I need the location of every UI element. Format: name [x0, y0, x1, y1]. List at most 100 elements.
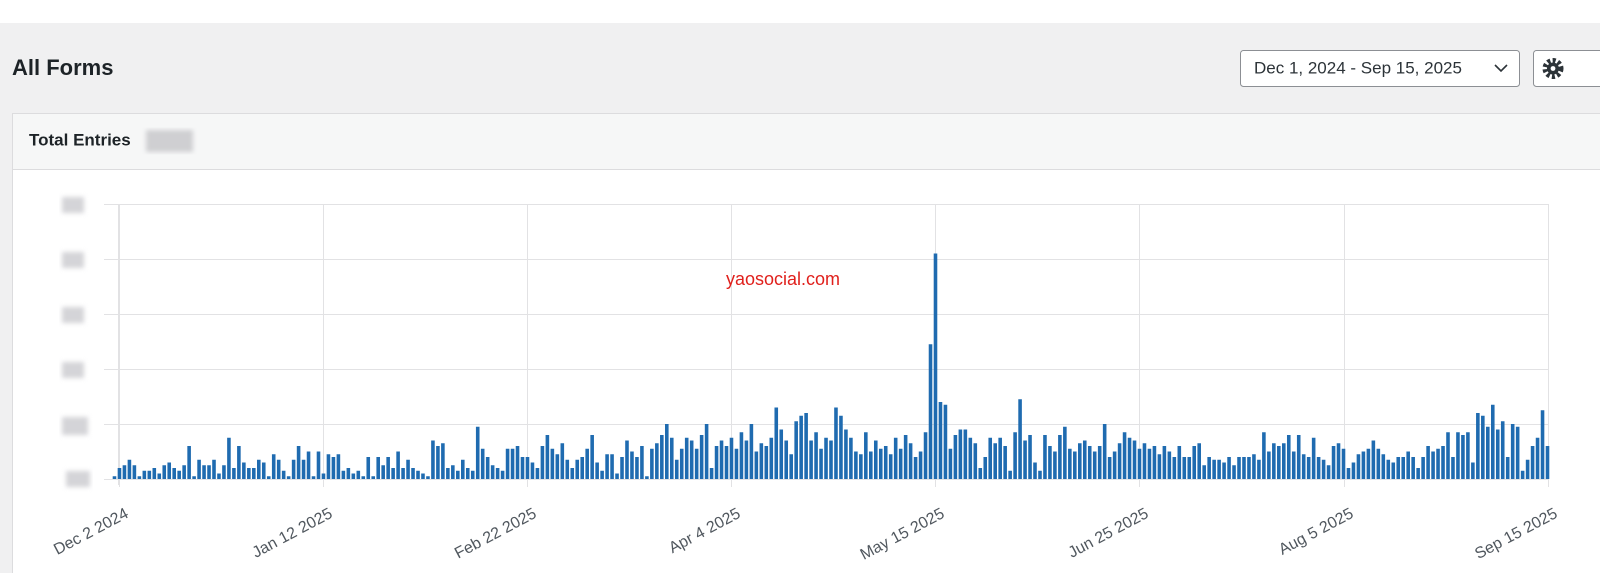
bar [1296, 435, 1301, 479]
bar [719, 440, 724, 479]
settings-button[interactable] [1533, 50, 1600, 87]
bar [112, 476, 117, 479]
card-header [13, 114, 1600, 169]
bar [182, 465, 186, 479]
bar [620, 457, 624, 479]
bar [515, 446, 520, 479]
bar [1222, 462, 1226, 479]
date-range-picker[interactable]: Dec 1, 2024 - Sep 15, 2025 [1240, 50, 1520, 87]
bar [401, 468, 405, 479]
bar [1112, 451, 1117, 479]
blurred-label [62, 362, 84, 378]
bar [361, 476, 366, 479]
bar [560, 443, 565, 479]
bar [694, 448, 699, 479]
bar [391, 468, 395, 479]
bar [1023, 440, 1027, 479]
bar [505, 448, 510, 479]
bar [595, 462, 599, 479]
bar [1117, 443, 1122, 479]
bar [1127, 437, 1132, 479]
bar [311, 476, 316, 479]
bar [266, 476, 271, 479]
bar [1331, 446, 1336, 479]
bar [416, 470, 420, 479]
bar [669, 437, 674, 479]
bar [650, 448, 654, 479]
bar [704, 424, 709, 479]
bar [1520, 470, 1525, 479]
bar [147, 470, 152, 479]
bar [1237, 457, 1241, 479]
bar [1346, 468, 1351, 479]
bar [1038, 470, 1042, 479]
bar [540, 446, 545, 479]
bar [928, 344, 933, 479]
bar [227, 437, 231, 479]
bar [1411, 457, 1415, 479]
bar [1272, 443, 1276, 479]
date-range-box[interactable] [1240, 50, 1520, 87]
bar [1311, 437, 1316, 479]
settings-box[interactable] [1533, 50, 1600, 87]
bar [356, 470, 361, 479]
bar [948, 448, 953, 479]
gear-teeth[interactable] [1542, 58, 1564, 79]
bar [296, 446, 301, 479]
bar [908, 443, 913, 479]
bar [988, 437, 993, 479]
bar [1162, 446, 1167, 479]
bar [809, 440, 813, 479]
date-range-text[interactable]: Dec 1, 2024 - Sep 15, 2025 [1254, 58, 1462, 77]
bar [1515, 426, 1520, 479]
bar [1073, 451, 1077, 479]
bar [451, 465, 455, 479]
bar [1142, 443, 1147, 479]
bar [1157, 454, 1162, 479]
bar [600, 470, 604, 479]
bar [456, 470, 460, 479]
bar [1441, 446, 1445, 479]
bar [1490, 404, 1495, 479]
bar [1461, 435, 1465, 479]
bar [993, 443, 997, 479]
bar [1540, 410, 1545, 479]
bar [684, 437, 689, 479]
blurred-label [66, 471, 90, 487]
bar [774, 407, 779, 479]
bar [341, 470, 346, 479]
page-title: All Forms [12, 55, 113, 80]
bar [1416, 468, 1420, 479]
bar [1326, 465, 1331, 479]
watermark: yaosocial.com [726, 269, 840, 289]
bar [1282, 443, 1286, 479]
bar [127, 459, 132, 479]
chevron-icon[interactable] [1494, 64, 1508, 73]
blurred-label [62, 307, 84, 323]
bar [1058, 435, 1062, 479]
bar [306, 451, 311, 479]
bar [545, 435, 550, 479]
bar [789, 454, 793, 479]
bar [1043, 435, 1047, 479]
bar [281, 470, 286, 479]
bar [510, 448, 515, 479]
blurred-label [62, 197, 84, 213]
bar [1495, 429, 1500, 479]
bar [1525, 459, 1530, 479]
bar [1486, 426, 1490, 479]
bar [938, 402, 943, 479]
bar [953, 435, 958, 479]
bar [217, 473, 221, 479]
bar [903, 435, 908, 479]
bar [152, 468, 157, 479]
bar [660, 435, 664, 479]
bar [943, 404, 948, 479]
bar [137, 476, 142, 479]
bar [202, 465, 206, 479]
bar [1087, 446, 1092, 479]
bar [1053, 451, 1057, 479]
bar [187, 446, 191, 479]
gear-hole[interactable] [1550, 66, 1556, 71]
bar [1306, 457, 1311, 479]
